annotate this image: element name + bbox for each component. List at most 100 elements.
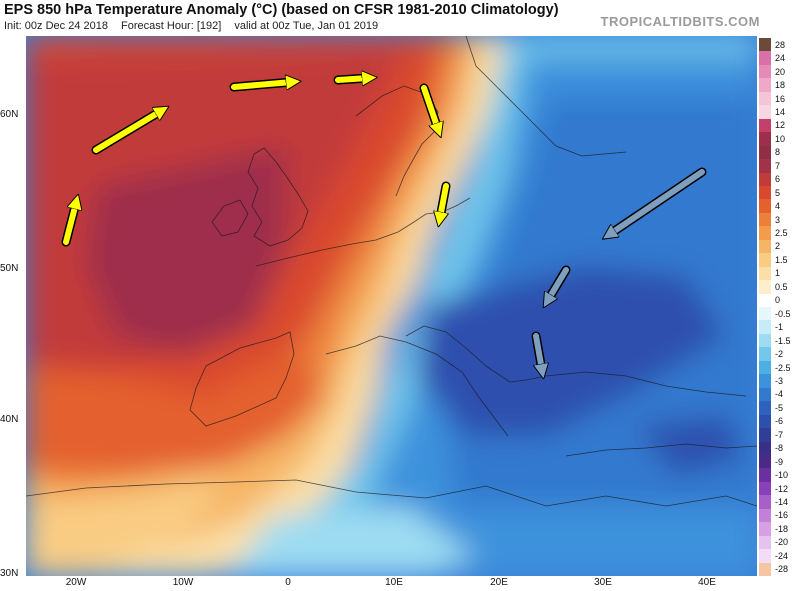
colorbar-tick-label: -1.5 [775, 335, 791, 346]
colorbar-tick-label: -24 [775, 550, 789, 561]
colorbar-segment [759, 78, 771, 93]
colorbar-tick-label: -16 [775, 510, 789, 521]
colorbar-segment [759, 51, 771, 66]
lat-label: 30N [0, 568, 19, 579]
colorbar-tick-label: 1.5 [775, 254, 788, 265]
lon-label: 20E [490, 577, 508, 588]
colorbar-tick-label: 0.5 [775, 281, 788, 292]
colorbar-segment [759, 387, 771, 402]
colorbar-tick-label: -14 [775, 497, 789, 508]
colorbar-segment [759, 454, 771, 469]
forecast-hour: Forecast Hour: [192] [121, 20, 222, 32]
colorbar-tick-label: 20 [775, 66, 786, 77]
colorbar-segment [759, 185, 771, 200]
colorbar-segment [759, 159, 771, 173]
colorbar-segment [759, 172, 771, 187]
colorbar-segment [759, 307, 771, 321]
colorbar-tick-label: -2 [775, 349, 784, 360]
colorbar-tick-label: -20 [775, 537, 789, 548]
colorbar-segment [759, 360, 771, 375]
lat-label: 50N [0, 263, 19, 274]
colorbar-segment [759, 374, 771, 389]
colorbar-segment [759, 333, 771, 348]
colorbar-segment [759, 495, 771, 510]
colorbar-tick-label: 6 [775, 174, 781, 185]
colorbar-segment [759, 535, 771, 550]
colorbar-tick-label: 2 [775, 241, 781, 252]
colorbar-segment [759, 266, 771, 281]
colorbar-tick-label: 12 [775, 120, 786, 131]
lon-label: 20W [65, 577, 87, 588]
colorbar-tick-label: 2.5 [775, 228, 788, 239]
init-time: Init: 00z Dec 24 2018 [4, 20, 108, 32]
colorbar-tick-label: 18 [775, 80, 786, 91]
colorbar-segment [759, 64, 771, 79]
colorbar-tick-label: -12 [775, 483, 789, 494]
colorbar-tick-label: 8 [775, 147, 781, 158]
colorbar-tick-label: -1 [775, 322, 784, 333]
colorbar-segment [759, 320, 771, 335]
lon-label: 10W [172, 577, 194, 588]
colorbar-segment [759, 293, 771, 308]
colorbar-tick-label: 28 [775, 39, 786, 50]
cold-advection-arrows [531, 167, 707, 370]
colorbar-segment [759, 132, 771, 147]
colorbar-tick-label: 7 [775, 160, 781, 171]
colorbar-segment [759, 522, 771, 537]
colorbar-tick-label: -18 [775, 523, 789, 534]
lat-label: 60N [0, 109, 19, 120]
colorbar-segment [759, 38, 771, 52]
colorbar-tick-label: -7 [775, 429, 784, 440]
colorbar-segment [759, 562, 771, 577]
colorbar-segment [759, 481, 771, 496]
colorbar-tick-label: 14 [775, 106, 786, 117]
colorbar-segment [759, 441, 771, 456]
header: EPS 850 hPa Temperature Anomaly (°C) (ba… [0, 0, 800, 36]
colorbar-segment [759, 105, 771, 120]
colorbar-segment [759, 212, 771, 227]
colorbar-tick-label: 10 [775, 133, 786, 144]
colorbar-segment [759, 401, 771, 416]
brand-logo: TROPICALTIDBITS.COM [600, 14, 760, 29]
subtitle: Init: 00z Dec 24 2018 Forecast Hour: [19… [4, 20, 388, 32]
colorbar-tick-label: -0.5 [775, 308, 791, 319]
colorbar-tick-label: -6 [775, 416, 784, 427]
lat-label: 40N [0, 414, 19, 425]
map-svg [26, 36, 757, 576]
colorbar-segment [759, 199, 771, 214]
colorbar-segment [759, 280, 771, 295]
colorbar-tick-label: 5 [775, 187, 781, 198]
colorbar-tick-label: -4 [775, 389, 784, 400]
colorbar-segment [759, 226, 771, 241]
colorbar-segment [759, 118, 771, 133]
warm-advection-arrows [61, 78, 451, 247]
colorbar-tick-label: -9 [775, 456, 784, 467]
colorbar-segment [759, 428, 771, 442]
colorbar-segment [759, 239, 771, 254]
colorbar-tick-label: 4 [775, 201, 781, 212]
colorbar [759, 38, 771, 577]
anomaly-field [26, 36, 757, 576]
colorbar-tick-label: 16 [775, 93, 786, 104]
colorbar-segment [759, 508, 771, 523]
colorbar-segment [759, 253, 771, 268]
colorbar-tick-label: 3 [775, 214, 781, 225]
colorbar-tick-label: 24 [775, 53, 786, 64]
colorbar-tick-label: -28 [775, 564, 789, 575]
colorbar-tick-label: 1 [775, 268, 781, 279]
colorbar-segment [759, 91, 771, 106]
colorbar-segment [759, 347, 771, 362]
colorbar-segment [759, 549, 771, 564]
lon-label: 30E [594, 577, 612, 588]
lon-label: 0 [285, 577, 291, 588]
colorbar-segment [759, 468, 771, 483]
colorbar-segment [759, 145, 771, 160]
colorbar-tick-label: -8 [775, 443, 784, 454]
lon-label: 10E [385, 577, 403, 588]
colorbar-tick-label: -2.5 [775, 362, 791, 373]
page-title: EPS 850 hPa Temperature Anomaly (°C) (ba… [4, 2, 559, 18]
lon-label: 40E [698, 577, 716, 588]
colorbar-tick-label: -5 [775, 402, 784, 413]
colorbar-segment [759, 414, 771, 429]
colorbar-tick-label: 0 [775, 295, 781, 306]
